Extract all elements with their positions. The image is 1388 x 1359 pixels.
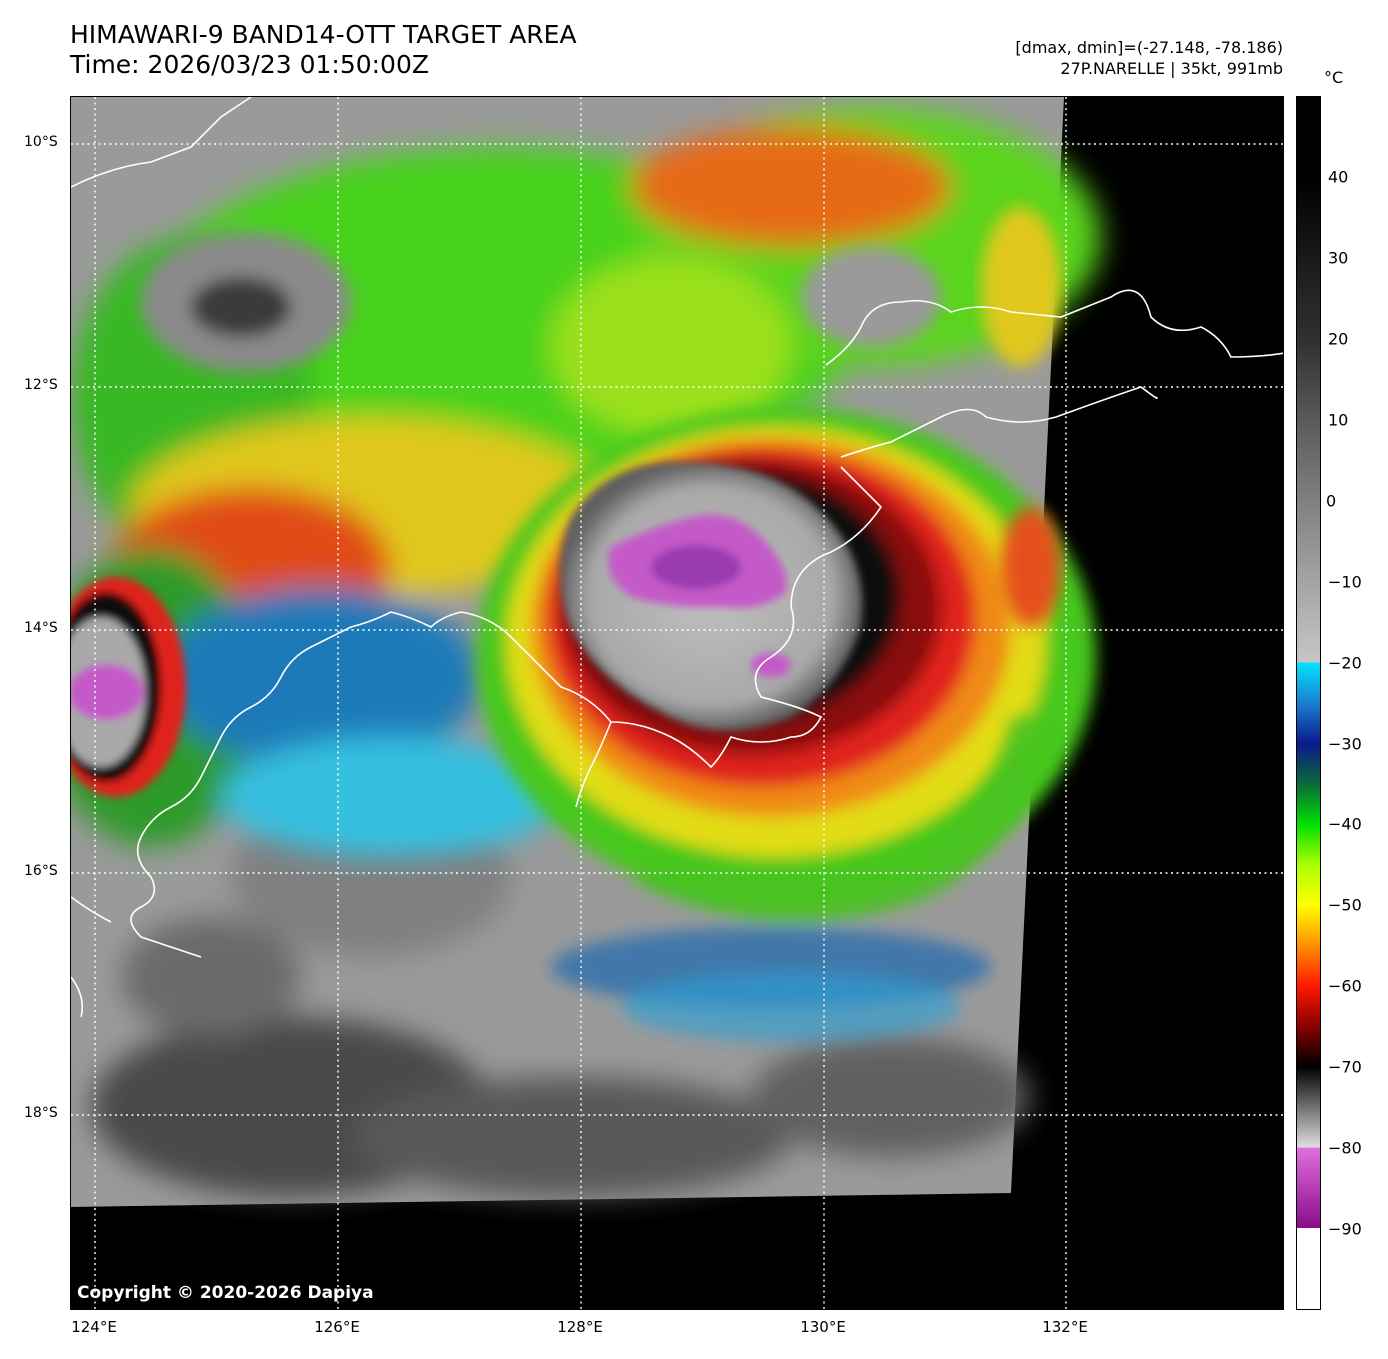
colorbar-tick-label: −20 [1328,653,1362,672]
satellite-swath [71,97,1101,1207]
storm-info-text: 27P.NARELLE | 35kt, 991mb [1060,59,1283,78]
lat-label-12s: 12°S [24,377,58,393]
lat-label-10s: 10°S [24,134,58,150]
coastlines [71,97,1283,1018]
colorbar-tick-label: −50 [1328,895,1362,915]
lon-label-132e: 132°E [1042,1318,1088,1336]
dmax-dmin-text: [dmax, dmin]=(-27.148, -78.186) [1015,38,1283,57]
colorbar-tick-label: 40 [1328,167,1349,187]
title-line-1: HIMAWARI-9 BAND14-OTT TARGET AREA [70,20,577,49]
colorbar-tick-label: 0 [1326,491,1337,511]
colorbar-tick-label: −30 [1328,734,1362,753]
map-image [71,97,1283,1309]
colorbar-tick-label: −60 [1328,976,1362,996]
colorbar-tick-label: −80 [1328,1138,1362,1158]
colorbar-tick-label: −90 [1328,1219,1362,1239]
lon-label-126e: 126°E [314,1318,360,1336]
colorbar [1296,96,1321,1310]
colorbar-tick-label: −70 [1328,1057,1362,1077]
colorbar-unit: °C [1324,68,1344,87]
info-block: [dmax, dmin]=(-27.148, -78.186) 27P.NARE… [1015,37,1283,79]
satellite-map: Copyright © 2020-2026 Dapiya [70,96,1284,1310]
title-block: HIMAWARI-9 BAND14-OTT TARGET AREA Time: … [70,20,577,80]
lat-label-16s: 16°S [24,863,58,879]
colorbar-tick-label: −40 [1328,814,1362,834]
lat-label-14s: 14°S [24,620,58,636]
copyright-text: Copyright © 2020-2026 Dapiya [77,1283,374,1303]
title-line-2: Time: 2026/03/23 01:50:00Z [70,50,429,79]
gridlines [71,97,1283,1309]
lon-label-130e: 130°E [800,1318,846,1336]
lat-label-18s: 18°S [24,1105,58,1121]
colorbar-tick-label: −10 [1328,572,1362,592]
colorbar-tick-label: 10 [1328,410,1349,430]
colorbar-tick-label: 30 [1328,248,1349,268]
lon-label-128e: 128°E [557,1318,603,1336]
lon-label-124e: 124°E [71,1318,117,1336]
colorbar-tick-label: 20 [1328,329,1349,349]
